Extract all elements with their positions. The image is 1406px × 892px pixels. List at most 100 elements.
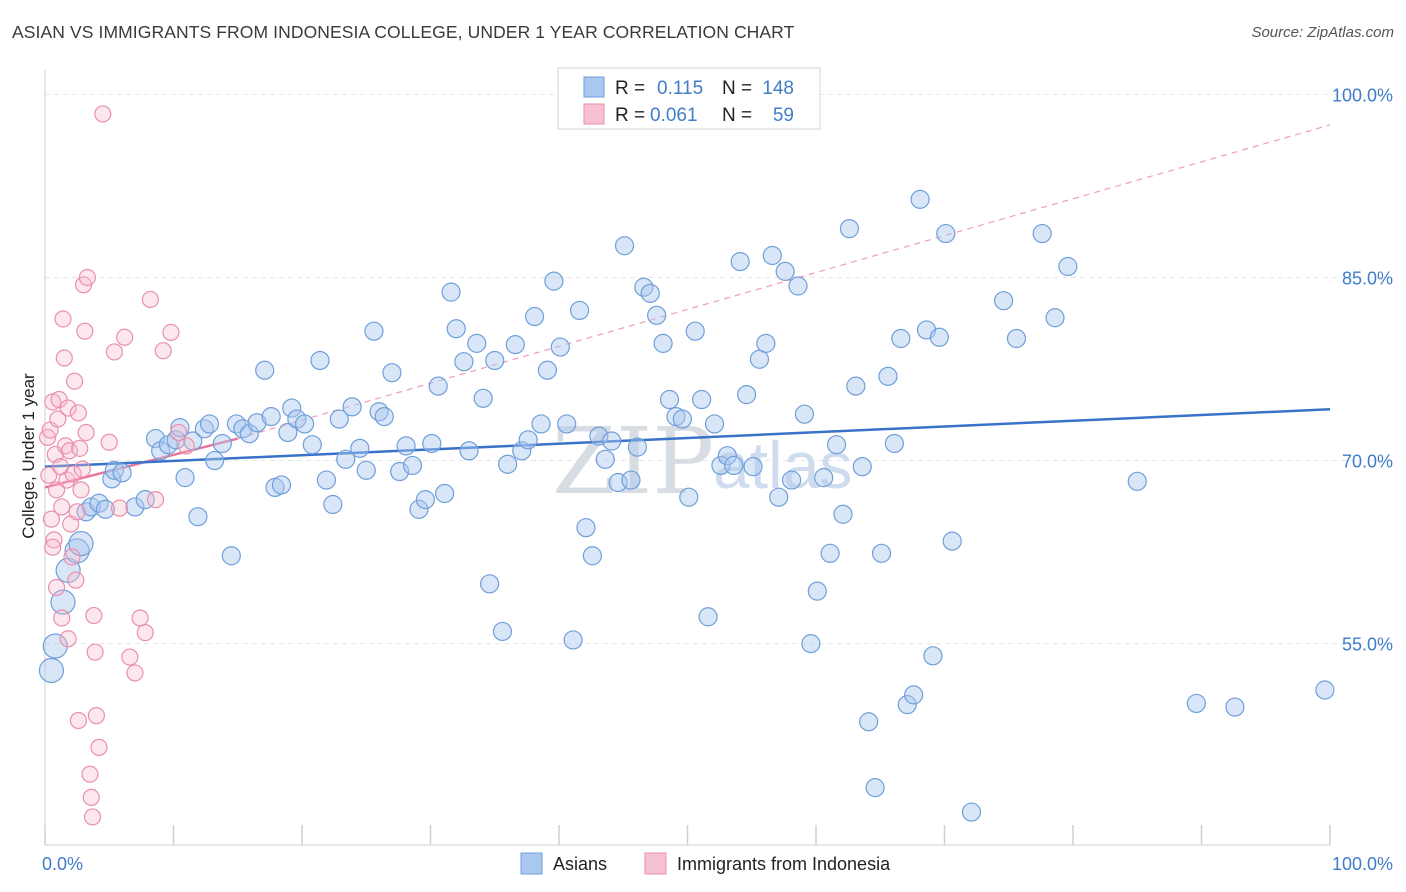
point-indonesia (42, 510, 61, 528)
point-asians (212, 433, 232, 454)
point-indonesia (69, 404, 88, 422)
point-asians (512, 441, 532, 461)
point-indonesia (73, 460, 91, 478)
point-asians (794, 404, 815, 424)
point-indonesia (170, 423, 188, 442)
point-indonesia (77, 423, 95, 442)
point-indonesia (69, 711, 88, 730)
point-asians (820, 543, 840, 563)
bottom-legend-swatch-indonesia (644, 852, 667, 875)
point-asians (446, 319, 466, 339)
point-asians (498, 454, 518, 474)
point-asians (151, 441, 171, 461)
point-asians (685, 321, 705, 341)
trend-line-asians (44, 408, 1331, 468)
point-asians (175, 468, 195, 488)
point-asians (1315, 680, 1335, 700)
point-asians (518, 430, 538, 450)
point-asians (730, 252, 750, 272)
point-asians (396, 436, 416, 456)
bottom-legend-swatch-asians (520, 852, 543, 875)
point-asians (1058, 256, 1078, 277)
legend-r-value-2: 0.061 (650, 105, 698, 126)
point-indonesia (82, 788, 100, 807)
point-asians (756, 333, 776, 353)
point-asians (704, 414, 725, 434)
point-indonesia (59, 630, 77, 648)
point-asians (1127, 471, 1147, 491)
point-asians (374, 407, 394, 427)
y-tick-label: 55.0% (1342, 635, 1393, 655)
point-indonesia (131, 609, 149, 627)
point-asians (239, 424, 259, 444)
point-indonesia (81, 765, 99, 783)
watermark-zip: ZIP (552, 408, 714, 515)
point-asians (441, 282, 461, 302)
point-indonesia (105, 343, 123, 361)
point-asians (205, 450, 225, 471)
point-indonesia (68, 503, 86, 521)
y-tick-label: 70.0% (1342, 452, 1393, 472)
point-asians (492, 621, 513, 642)
point-asians (428, 376, 448, 396)
point-asians (356, 460, 376, 480)
point-asians (576, 518, 596, 538)
point-indonesia (53, 609, 71, 627)
point-asians (659, 389, 680, 410)
legend-n-value-1: 148 (762, 78, 794, 99)
point-asians (294, 414, 315, 434)
point-indonesia (53, 498, 71, 516)
point-indonesia (154, 342, 172, 360)
trend-lines (44, 124, 1331, 489)
point-asians (602, 431, 622, 451)
point-asians (350, 438, 370, 458)
point-asians (826, 435, 847, 455)
point-asians (923, 646, 943, 666)
point-asians (769, 487, 789, 507)
point-asians (884, 433, 904, 454)
point-asians (336, 449, 356, 469)
point-asians (865, 778, 885, 798)
point-asians (781, 470, 802, 490)
point-asians (891, 328, 911, 349)
data-points (38, 105, 1335, 826)
point-asians (247, 413, 267, 433)
point-indonesia (136, 624, 154, 642)
point-asians (1006, 328, 1027, 349)
point-asians (647, 305, 667, 325)
point-asians (839, 219, 860, 239)
point-asians (402, 455, 423, 476)
point-asians (329, 409, 349, 429)
point-indonesia (65, 372, 84, 390)
point-indonesia (162, 323, 180, 342)
point-indonesia (85, 606, 103, 625)
point-asians (42, 633, 68, 659)
point-asians (852, 457, 872, 477)
point-asians (271, 475, 292, 495)
point-indonesia (49, 410, 67, 428)
legend-r-label-2: R = (615, 105, 645, 126)
point-asians (125, 497, 145, 517)
bottom-legend-asians: Asians (553, 854, 607, 874)
point-asians (38, 657, 65, 684)
point-asians (255, 360, 275, 380)
point-indonesia (72, 481, 90, 499)
point-asians (653, 333, 673, 353)
point-indonesia (63, 548, 81, 566)
point-indonesia (44, 538, 62, 556)
x-tick-label-max: 100.0% (1332, 854, 1393, 874)
point-asians (737, 385, 757, 405)
point-indonesia (47, 578, 66, 597)
point-asians (524, 306, 545, 327)
point-indonesia (90, 738, 108, 756)
point-asians (550, 337, 570, 357)
point-indonesia (60, 442, 79, 460)
point-indonesia (64, 465, 82, 483)
point-asians (929, 327, 949, 347)
point-indonesia (40, 466, 58, 484)
point-asians (743, 457, 763, 477)
point-asians (640, 283, 660, 303)
point-asians (833, 504, 853, 524)
point-asians (563, 630, 583, 650)
